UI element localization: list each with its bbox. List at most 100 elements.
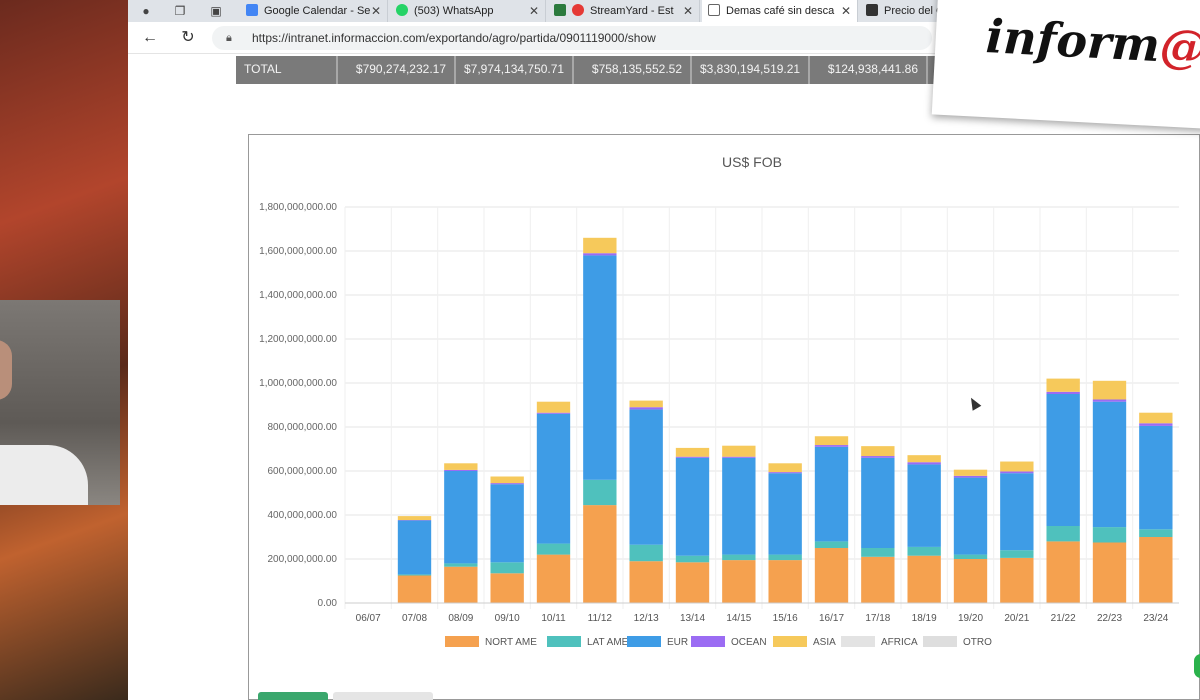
bar-segment bbox=[953, 554, 988, 559]
close-icon[interactable]: ✕ bbox=[370, 4, 381, 18]
close-icon[interactable]: ✕ bbox=[682, 4, 693, 18]
bar-segment bbox=[629, 400, 663, 408]
bar-segment bbox=[675, 555, 710, 563]
tab-whatsapp[interactable]: (503) WhatsApp ✕ bbox=[390, 0, 546, 22]
bar-segment bbox=[722, 445, 756, 457]
primary-button[interactable] bbox=[258, 692, 328, 700]
bar-segment bbox=[907, 555, 941, 603]
bar-segment bbox=[1000, 557, 1034, 603]
x-tick-label: 07/08 bbox=[402, 613, 427, 624]
bar-segment bbox=[444, 563, 478, 567]
site-icon bbox=[866, 4, 878, 16]
bar-segment bbox=[722, 554, 756, 561]
y-tick-label: 0.00 bbox=[318, 598, 338, 609]
bar-segment bbox=[1092, 380, 1127, 400]
bar-segment bbox=[1139, 529, 1173, 537]
logo-at-sign: @ bbox=[1158, 18, 1200, 75]
bar-segment bbox=[397, 516, 432, 521]
back-arrow-icon[interactable]: ← bbox=[142, 29, 158, 46]
bar-segment bbox=[536, 413, 571, 544]
bar-segment bbox=[768, 472, 802, 474]
total-value: $758,135,552.52 bbox=[574, 56, 692, 84]
bar-segment bbox=[953, 475, 988, 478]
bar-segment bbox=[583, 479, 617, 506]
tab-calendar[interactable]: Google Calendar - Se ✕ bbox=[240, 0, 388, 22]
workspaces-icon[interactable]: ❐ bbox=[174, 4, 186, 18]
bar-segment bbox=[675, 447, 710, 457]
bar-segment bbox=[490, 483, 524, 485]
tab-active-document[interactable]: Demas café sin desca ✕ bbox=[702, 0, 858, 22]
bar-segment bbox=[1139, 537, 1173, 603]
bar-segment bbox=[490, 573, 524, 603]
total-value: $790,274,232.17 bbox=[338, 56, 456, 84]
x-tick-label: 19/20 bbox=[958, 613, 983, 624]
bar-segment bbox=[953, 477, 988, 555]
x-tick-label: 21/22 bbox=[1051, 613, 1076, 624]
bar-segment bbox=[583, 505, 617, 603]
total-value: $124,938,441.86 bbox=[810, 56, 928, 84]
page-content: TOTAL $790,274,232.17 $7,974,134,750.71 … bbox=[128, 54, 1200, 700]
address-bar: ← ↻ 🔒︎ https://intranet.informaccion.com… bbox=[128, 22, 1200, 54]
legend-label: ASIA bbox=[813, 637, 836, 648]
x-tick-label: 12/13 bbox=[634, 613, 659, 624]
bar-segment bbox=[768, 473, 802, 555]
tab-streamyard[interactable]: StreamYard - Est ✕ bbox=[548, 0, 700, 22]
bar-segment bbox=[675, 562, 710, 603]
x-tick-label: 08/09 bbox=[448, 613, 473, 624]
close-icon[interactable]: ✕ bbox=[528, 4, 539, 18]
legend-swatch bbox=[547, 636, 581, 647]
share-icon bbox=[554, 4, 566, 16]
bar-segment bbox=[907, 455, 941, 463]
bar-segment bbox=[814, 548, 849, 603]
bar-segment bbox=[1000, 550, 1034, 558]
bar-segment bbox=[1046, 378, 1080, 392]
bar-segment bbox=[536, 554, 571, 603]
bar-segment bbox=[583, 255, 617, 480]
legend-swatch bbox=[773, 636, 807, 647]
profile-icon[interactable]: ● bbox=[142, 4, 150, 18]
secondary-button[interactable] bbox=[333, 692, 433, 700]
close-icon[interactable]: ✕ bbox=[840, 4, 851, 18]
bar-segment bbox=[722, 457, 756, 555]
document-icon bbox=[708, 4, 720, 16]
bar-segment bbox=[1000, 471, 1034, 474]
bar-segment bbox=[1000, 473, 1034, 551]
bar-segment bbox=[907, 464, 941, 547]
webcam-feed bbox=[0, 300, 120, 505]
bar-segment bbox=[397, 520, 432, 575]
bar-segment bbox=[1139, 425, 1173, 530]
legend-label: EUR bbox=[667, 637, 688, 648]
bar-segment bbox=[861, 556, 895, 603]
bar-segment bbox=[768, 463, 802, 473]
x-tick-label: 22/23 bbox=[1097, 613, 1122, 624]
chart-title: US$ FOB bbox=[722, 154, 782, 170]
tab-label: StreamYard - Est bbox=[590, 5, 674, 17]
bar-segment bbox=[536, 401, 571, 413]
url-field[interactable]: 🔒︎ https://intranet.informaccion.com/exp… bbox=[212, 26, 932, 50]
bar-segment bbox=[768, 554, 802, 561]
tab-label: Precio del C bbox=[884, 5, 944, 17]
tab-bar: ● ❐ ▣ Google Calendar - Se ✕ (503) WhatsA… bbox=[128, 0, 1200, 22]
status-dot-icon bbox=[1194, 654, 1200, 678]
legend-swatch bbox=[923, 636, 957, 647]
reload-icon[interactable]: ↻ bbox=[181, 29, 195, 46]
bar-segment bbox=[629, 409, 663, 545]
x-tick-label: 16/17 bbox=[819, 613, 844, 624]
y-tick-label: 600,000,000.00 bbox=[267, 466, 337, 477]
bar-segment bbox=[397, 575, 432, 603]
bar-segment bbox=[490, 476, 524, 484]
bar-segment bbox=[583, 237, 617, 254]
x-tick-label: 15/16 bbox=[773, 613, 798, 624]
chart-panel: US$ FOB 1,800,000,000.00 1,600,000,000.00 1… bbox=[248, 134, 1200, 700]
bar-segment bbox=[1046, 391, 1080, 394]
bar-segment bbox=[444, 566, 478, 603]
tab-actions-icon[interactable]: ▣ bbox=[210, 4, 222, 18]
page-info-icon: 🔒︎ bbox=[226, 32, 232, 44]
legend-label: OTRO bbox=[963, 637, 992, 648]
bar-segment bbox=[861, 457, 895, 548]
bar-segment bbox=[814, 436, 849, 446]
legend-swatch bbox=[445, 636, 479, 647]
legend-swatch bbox=[691, 636, 725, 647]
y-tick-label: 1,400,000,000.00 bbox=[259, 290, 337, 301]
bar-segment bbox=[444, 469, 478, 471]
